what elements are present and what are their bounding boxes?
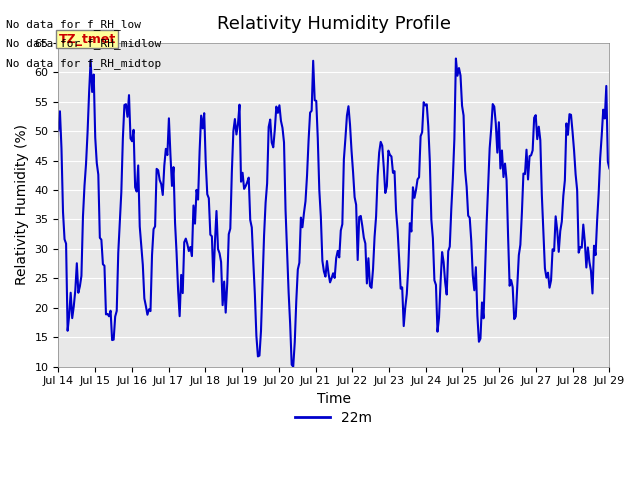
Text: No data for f_RH_midlow: No data for f_RH_midlow: [6, 38, 162, 49]
Text: No data for f_RH_midtop: No data for f_RH_midtop: [6, 58, 162, 69]
Title: Relativity Humidity Profile: Relativity Humidity Profile: [217, 15, 451, 33]
Y-axis label: Relativity Humidity (%): Relativity Humidity (%): [15, 124, 29, 285]
Text: TZ_tmet: TZ_tmet: [58, 33, 116, 46]
X-axis label: Time: Time: [317, 392, 351, 406]
Legend: 22m: 22m: [290, 406, 378, 431]
Text: No data for f_RH_low: No data for f_RH_low: [6, 19, 141, 30]
